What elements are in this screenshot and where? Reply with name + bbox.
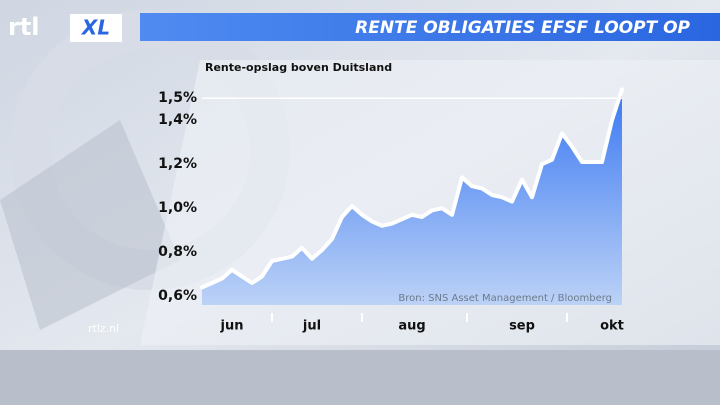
x-tick-label: aug — [398, 319, 425, 334]
title-banner — [140, 13, 720, 41]
area — [202, 89, 622, 306]
y-tick-label: 0,6% — [158, 288, 197, 304]
x-tick-label: sep — [509, 319, 535, 334]
source-note: Bron: SNS Asset Management / Bloomberg — [398, 293, 612, 304]
x-tick-label: jul — [302, 319, 321, 334]
website: rtlz.nl — [88, 322, 119, 335]
y-tick-label: 1,0% — [158, 200, 197, 216]
x-tick-label: okt — [600, 319, 624, 334]
y-tick-label: 1,4% — [158, 112, 197, 128]
line — [200, 87, 624, 290]
chart-title: RENTE OBLIGATIES EFSF LOOPT OP — [355, 18, 690, 38]
x-tick-label: jun — [220, 319, 244, 334]
y-tick-label: 1,5% — [158, 90, 197, 106]
logo-box — [70, 14, 122, 42]
y-tick-label: 1,2% — [158, 156, 197, 172]
logo-suffix: XL — [80, 16, 110, 40]
logo-brand: rtl — [8, 13, 40, 41]
bottom-band — [0, 350, 720, 405]
decoration — [0, 120, 180, 330]
y-tick-label: 0,8% — [158, 244, 197, 260]
chart-subtitle: Rente-opslag boven Duitsland — [205, 61, 392, 74]
